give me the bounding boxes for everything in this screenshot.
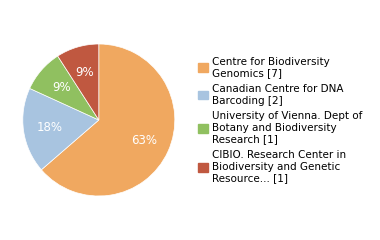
Text: 9%: 9%: [52, 81, 71, 94]
Wedge shape: [58, 44, 99, 120]
Text: 9%: 9%: [76, 66, 94, 79]
Text: 63%: 63%: [131, 134, 157, 147]
Wedge shape: [30, 56, 99, 120]
Wedge shape: [23, 88, 99, 170]
Legend: Centre for Biodiversity
Genomics [7], Canadian Centre for DNA
Barcoding [2], Uni: Centre for Biodiversity Genomics [7], Ca…: [198, 57, 363, 183]
Text: 18%: 18%: [37, 120, 63, 133]
Wedge shape: [41, 44, 175, 196]
